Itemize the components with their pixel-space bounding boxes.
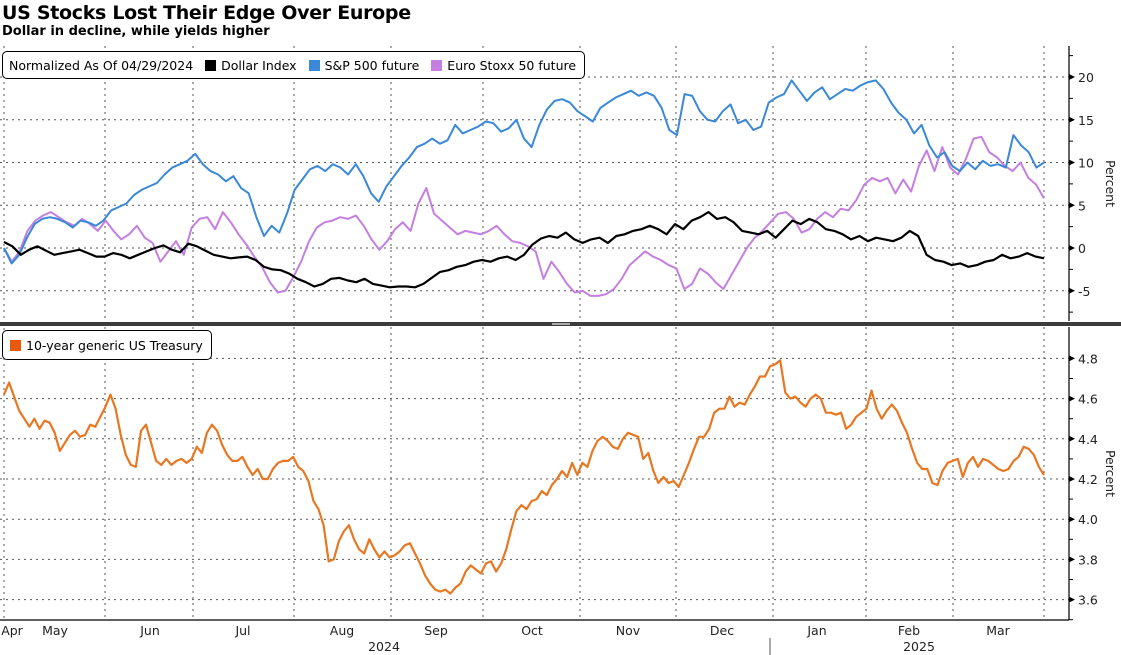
- x-tick-label: Nov: [616, 623, 641, 638]
- chart-canvas: 20 15 10 5 0 -5 Percent 4.8 4.6 4.4 4.2 4.0 3.8 3.6 Pe…: [0, 0, 1121, 655]
- y-tick-label: 0: [1078, 241, 1086, 256]
- bottom-legend: 10-year generic US Treasury: [2, 330, 212, 360]
- top-legend: Normalized As Of 04/29/2024 Dollar Index…: [2, 51, 585, 79]
- x-tick-label: Mar: [986, 623, 1010, 638]
- legend-label-eurostoxx: Euro Stoxx 50 future: [447, 58, 576, 73]
- year-label: 2025: [903, 639, 935, 654]
- x-tick-label: Jan: [806, 623, 826, 638]
- x-tick-label: Feb: [898, 623, 920, 638]
- legend-normalized-label: Normalized As Of 04/29/2024: [9, 58, 193, 73]
- bottom-panel-series: [4, 360, 1044, 593]
- y-tick-label: 3.8: [1078, 552, 1098, 567]
- legend-swatch-treasury: [10, 340, 21, 351]
- x-tick-label: Aug: [330, 623, 354, 638]
- y-tick-label: 3.6: [1078, 593, 1098, 608]
- legend-swatch-dollar-index: [205, 60, 216, 71]
- legend-swatch-sp500: [309, 60, 320, 71]
- top-panel-grid: [0, 46, 1069, 321]
- x-tick-label: Apr: [1, 623, 23, 638]
- y-axis-title: Percent: [1103, 450, 1118, 497]
- x-tick-label: Jun: [139, 623, 160, 638]
- y-tick-label: 15: [1078, 113, 1094, 128]
- legend-label-sp500: S&P 500 future: [325, 58, 420, 73]
- y-tick-label: 5: [1078, 198, 1086, 213]
- x-tick-label: Dec: [710, 623, 734, 638]
- legend-swatch-eurostoxx: [431, 60, 442, 71]
- legend-label-dollar-index: Dollar Index: [221, 58, 296, 73]
- y-tick-label: 20: [1078, 70, 1094, 85]
- y-axis-title: Percent: [1103, 160, 1118, 207]
- top-panel-series: [4, 80, 1044, 296]
- panel-divider-handle: [552, 323, 570, 325]
- y-tick-label: 4.6: [1078, 392, 1098, 407]
- y-tick-label: 4.2: [1078, 472, 1098, 487]
- series-line-s-p-500-future: [4, 80, 1044, 263]
- series-line-dollar-index: [4, 212, 1044, 287]
- y-tick-label: 4.0: [1078, 512, 1098, 527]
- y-tick-label: 4.4: [1078, 432, 1098, 447]
- y-tick-label: 4.8: [1078, 351, 1098, 366]
- x-tick-label: Jul: [234, 623, 250, 638]
- series-line-10-year-generic-us-treasury: [4, 360, 1044, 593]
- x-tick-label: Sep: [424, 623, 448, 638]
- x-tick-label: May: [42, 623, 68, 638]
- legend-label-treasury: 10-year generic US Treasury: [26, 338, 203, 353]
- x-tick-label: Oct: [521, 623, 543, 638]
- series-line-euro-stoxx-50-future: [4, 137, 1044, 296]
- year-label: 2024: [368, 639, 400, 654]
- y-tick-label: -5: [1078, 284, 1090, 299]
- y-tick-label: 10: [1078, 156, 1094, 171]
